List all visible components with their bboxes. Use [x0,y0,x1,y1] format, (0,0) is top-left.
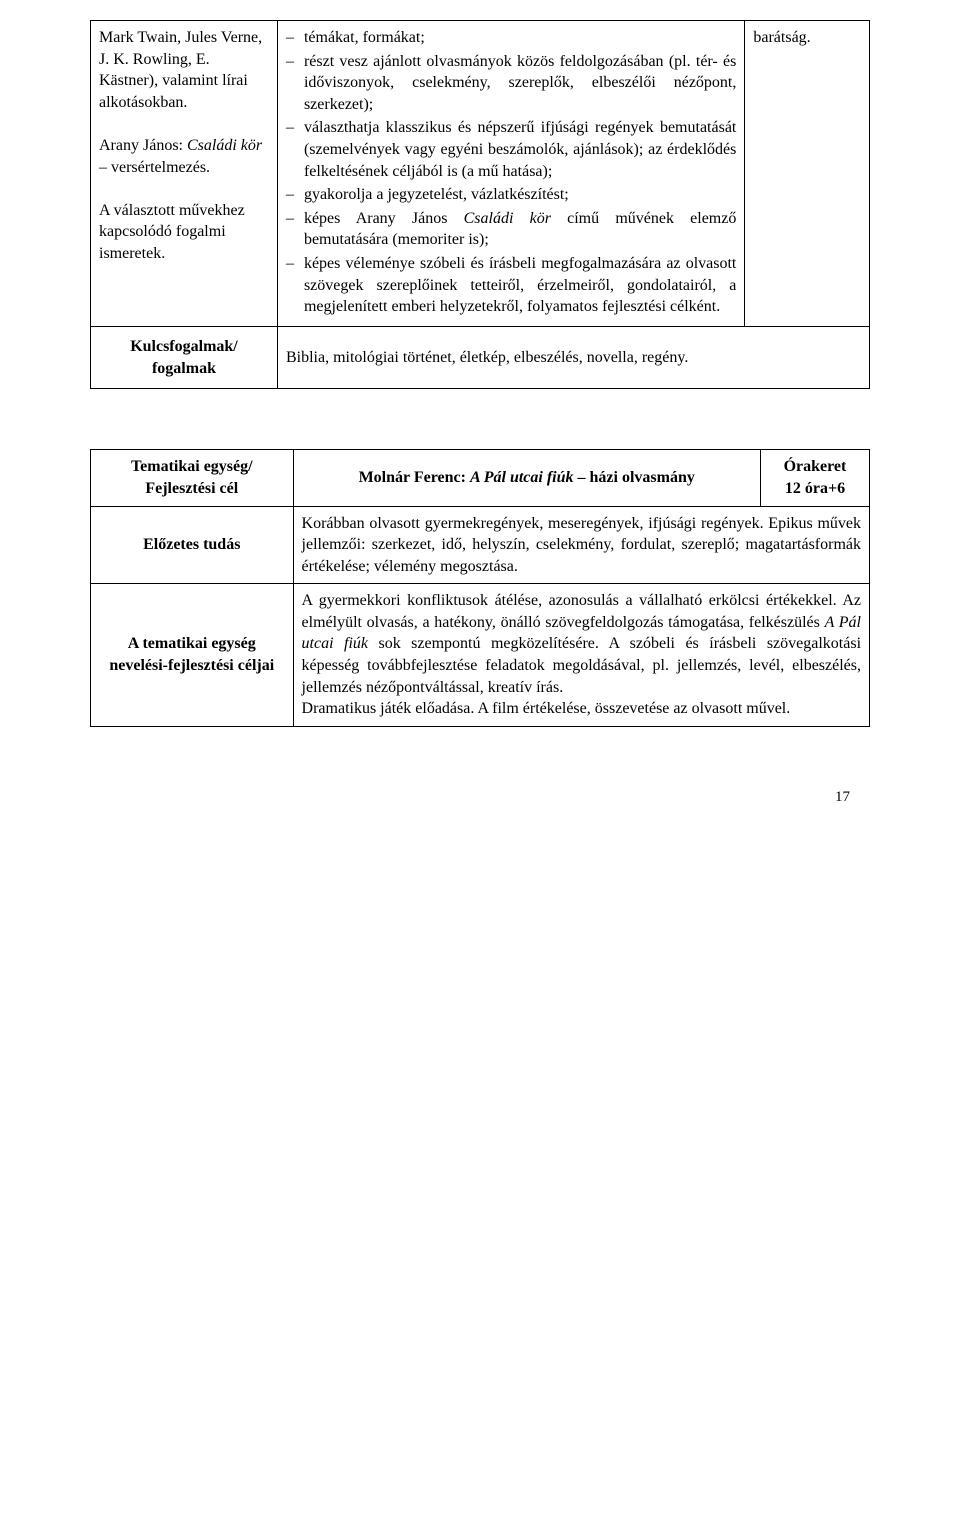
curriculum-table-1: Mark Twain, Jules Verne, J. K. Rowling, … [90,20,870,389]
page-number: 17 [90,787,870,807]
t2-r1c1: Tematikai egység/ Fejlesztési cél [91,450,294,506]
t1-middle-cell: témákat, formákat;részt vesz ajánlott ol… [277,21,744,327]
t2-r3c1: A tematikai egység nevelési-fejlesztési … [91,584,294,727]
t1-left-cell: Mark Twain, Jules Verne, J. K. Rowling, … [91,21,278,327]
t1-key-content-cell: Biblia, mitológiai történet, életkép, el… [277,326,869,389]
t2-r1c2-text: Molnár Ferenc: A Pál utcai fiúk – házi o… [359,469,695,486]
t2-r2c2-text: Korábban olvasott gyermekregények, meser… [302,515,861,575]
list-item: választhatja klasszikus és népszerű ifjú… [304,117,736,182]
t2-r1c3: Órakeret 12 óra+6 [760,450,869,506]
t1-key-content: Biblia, mitológiai történet, életkép, el… [286,349,688,366]
t2-r1c3-l2: 12 óra+6 [785,480,845,497]
list-item: képes Arany János Családi kör című művén… [304,208,736,251]
t2-r2c2: Korábban olvasott gyermekregények, meser… [293,506,869,584]
t2-r3c1-text: A tematikai egység nevelési-fejlesztési … [109,635,274,674]
t1-right-text: barátság. [753,29,810,46]
t2-r1c3-l1: Órakeret [784,458,847,475]
t2-r3c2-text: A gyermekkori konfliktusok átélése, azon… [302,592,861,717]
t2-r3c2: A gyermekkori konfliktusok átélése, azon… [293,584,869,727]
t2-r1c1-text: Tematikai egység/ Fejlesztési cél [131,458,253,497]
t2-r2c1: Előzetes tudás [91,506,294,584]
t2-r2c1-text: Előzetes tudás [143,536,240,553]
curriculum-table-2: Tematikai egység/ Fejlesztési cél Molnár… [90,449,870,727]
list-item: gyakorolja a jegyzetelést, vázlatkészíté… [304,184,736,206]
list-item: témákat, formákat; [304,27,736,49]
t1-key-label-cell: Kulcsfogalmak/ fogalmak [91,326,278,389]
t1-bullet-list: témákat, formákat;részt vesz ajánlott ol… [286,27,736,318]
t1-right-cell: barátság. [745,21,870,327]
t1-left-text: Mark Twain, Jules Verne, J. K. Rowling, … [99,27,269,265]
list-item: képes véleménye szóbeli és írásbeli megf… [304,253,736,318]
t1-key-label: Kulcsfogalmak/ fogalmak [130,338,238,377]
t2-r1c2: Molnár Ferenc: A Pál utcai fiúk – házi o… [293,450,760,506]
list-item: részt vesz ajánlott olvasmányok közös fe… [304,51,736,116]
